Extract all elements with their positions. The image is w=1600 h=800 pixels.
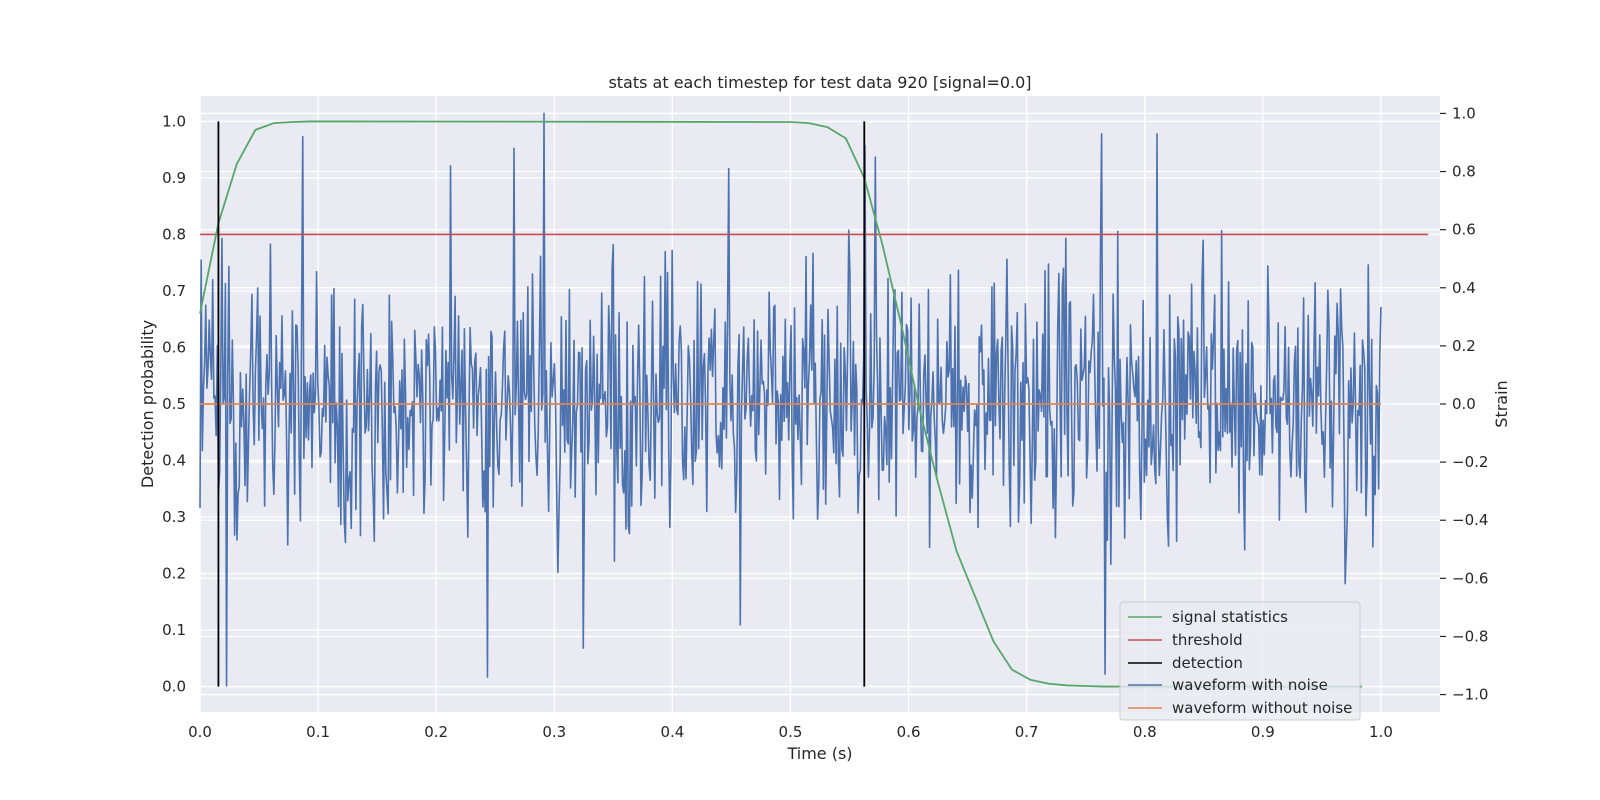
legend: signal statistics threshold detection wa… (1119, 601, 1361, 721)
y-tick-label: 0.7 (162, 282, 186, 300)
x-tick-label: 0.8 (1133, 723, 1157, 741)
x-tick-label: 1.0 (1369, 723, 1393, 741)
y2-tick-label: −0.8 (1452, 627, 1488, 645)
y-tick-label: 0.2 (162, 565, 186, 583)
y-tick-label: 0.4 (162, 452, 186, 470)
y-tick-label: 0.3 (162, 508, 186, 526)
y-axis-label: Detection probability (138, 320, 157, 488)
x-tick-label: 0.3 (542, 723, 566, 741)
y2-tick-label: 0.6 (1452, 221, 1476, 239)
y-tick-label: 0.1 (162, 621, 186, 639)
legend-label-threshold: threshold (1172, 631, 1243, 649)
y2-tick-label: 1.0 (1452, 104, 1476, 122)
x-axis-label: Time (s) (786, 744, 852, 763)
y-tick-label: 0.6 (162, 338, 186, 356)
chart-title: stats at each timestep for test data 920… (608, 73, 1031, 92)
y2-axis-label: Strain (1492, 380, 1511, 427)
y-tick-label: 0.5 (162, 395, 186, 413)
x-tick-label: 0.2 (424, 723, 448, 741)
y2-tick-label: −0.2 (1452, 453, 1488, 471)
y-tick-label: 0.9 (162, 169, 186, 187)
legend-label-detection: detection (1172, 654, 1243, 672)
y2-tick-label: 0.4 (1452, 279, 1476, 297)
series-waveform-with-noise (199, 112, 1382, 687)
y2-tick-label: −0.6 (1452, 569, 1488, 587)
y2-tick-label: −1.0 (1452, 686, 1488, 704)
y-tick-label: 0.0 (162, 678, 186, 696)
series-layer (199, 112, 1429, 688)
x-tick-label: 0.7 (1015, 723, 1039, 741)
legend-label-waveform-with-noise: waveform with noise (1172, 676, 1328, 694)
x-tick-label: 0.4 (660, 723, 684, 741)
y2-tick-label: 0.0 (1452, 395, 1476, 413)
x-tick-label: 0.5 (779, 723, 803, 741)
series-signal-statistics (199, 120, 1363, 688)
y-tick-label: 1.0 (162, 112, 186, 130)
x-tick-label: 0.6 (897, 723, 921, 741)
axes-layer: 0.0 0.1 0.2 0.3 0.4 0.5 0.6 0.7 0.8 0.9 1.0 0.0 0.1 0… (162, 104, 1488, 741)
y2-tick-label: 0.2 (1452, 337, 1476, 355)
legend-label-waveform-without-noise: waveform without noise (1172, 699, 1352, 717)
x-tick-label: 0.9 (1251, 723, 1275, 741)
legend-frame (1119, 601, 1361, 721)
y-tick-label: 0.8 (162, 225, 186, 243)
legend-label-signal-statistics: signal statistics (1172, 608, 1288, 626)
y2-tick-label: −0.4 (1452, 511, 1488, 529)
x-tick-label: 0.1 (306, 723, 330, 741)
y2-tick-label: 0.8 (1452, 163, 1476, 181)
x-tick-label: 0.0 (188, 723, 212, 741)
